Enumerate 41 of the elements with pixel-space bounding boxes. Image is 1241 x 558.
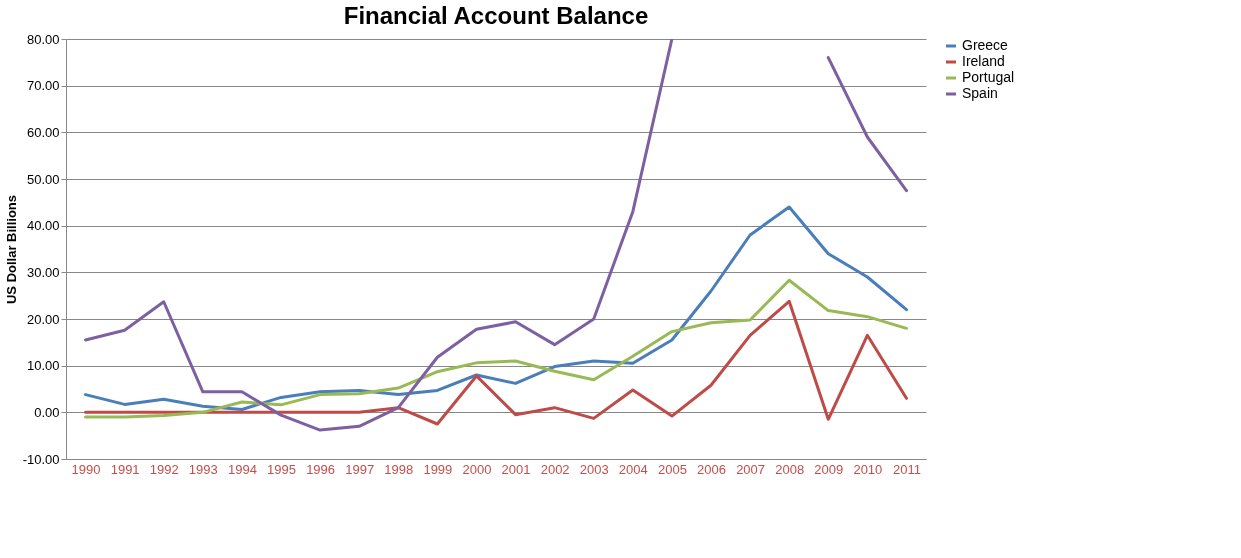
x-tick-label: 2006 (697, 461, 726, 477)
legend-label: Spain (962, 85, 998, 101)
line-series (84, 299, 908, 426)
x-tick-label: 2009 (814, 461, 844, 477)
x-tick-label: 1992 (149, 461, 179, 477)
x-tick-label: 2005 (657, 461, 687, 477)
x-tick-label: 1991 (110, 461, 140, 477)
chart-title: Financial Account Balance (343, 2, 649, 29)
y-tick-label: 50.00 (26, 171, 60, 187)
x-tick-label: 2002 (540, 461, 570, 477)
x-tick-label: 2011 (892, 461, 921, 477)
x-tick-label: 2004 (618, 461, 648, 477)
x-tick-label: 2001 (501, 461, 531, 477)
y-tick-label: 30.00 (26, 264, 60, 280)
x-tick-label: 1993 (188, 461, 218, 477)
x-tick-label: 1997 (345, 461, 375, 477)
y-axis-title: US Dollar Billions (3, 194, 19, 305)
line-series (84, 205, 908, 412)
x-tick-label: 1996 (306, 461, 336, 477)
y-tick-label: 80.00 (26, 31, 60, 47)
x-tick-label: 1998 (384, 461, 414, 477)
x-tick-label: 2003 (579, 461, 609, 477)
y-tick-label: 60.00 (26, 124, 60, 140)
x-tick-label: 2008 (775, 461, 805, 477)
x-tick-label: 2007 (736, 461, 766, 477)
legend-label: Ireland (962, 53, 1005, 69)
y-tick-label: 40.00 (26, 218, 60, 234)
x-tick-label: 2000 (462, 461, 492, 477)
y-tick-label: 0.00 (34, 404, 60, 420)
y-tick-label: 20.00 (26, 311, 60, 327)
legend-label: Portugal (962, 69, 1015, 85)
y-tick-label: 70.00 (26, 78, 60, 94)
x-tick-label: 1995 (267, 461, 296, 477)
legend-label: Greece (962, 37, 1009, 53)
x-tick-label: 1999 (423, 461, 453, 477)
y-tick-label: 10.00 (26, 358, 60, 374)
x-tick-label: 1990 (71, 461, 101, 477)
x-tick-label: 1994 (227, 461, 257, 477)
y-tick-label: -10.00 (22, 451, 60, 467)
line-series (84, 278, 908, 419)
x-tick-label: 2010 (853, 461, 883, 477)
